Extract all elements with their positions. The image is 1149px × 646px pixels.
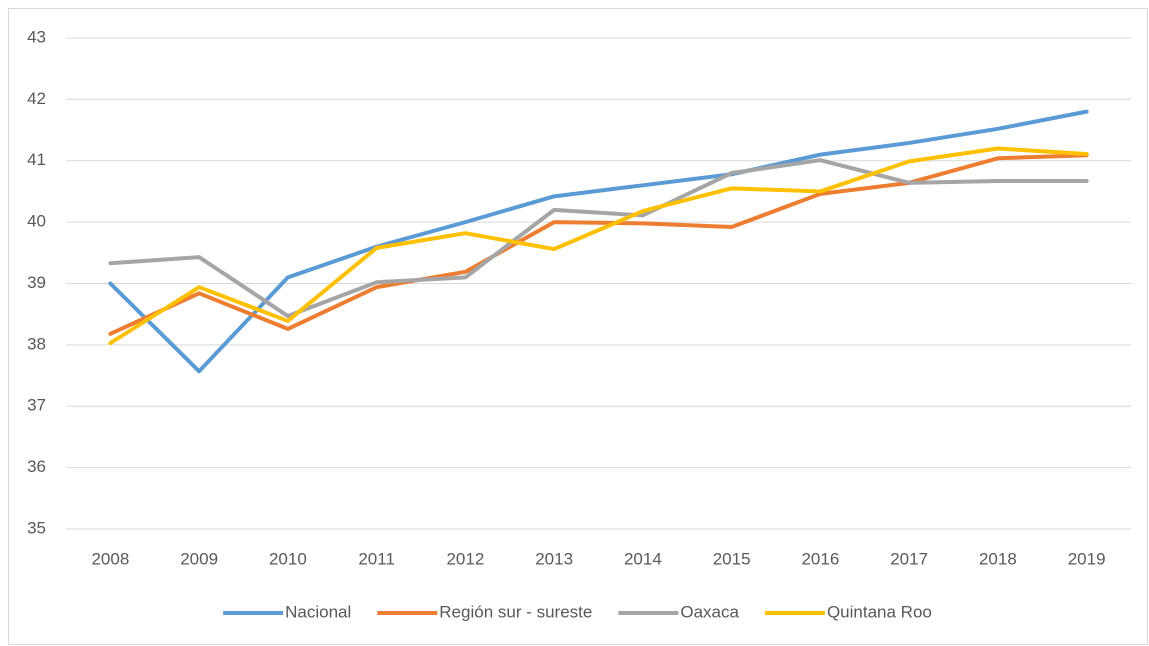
x-tick-label: 2014 [624,549,662,568]
x-tick-label: 2019 [1068,549,1106,568]
x-tick-label: 2013 [535,549,573,568]
legend-label: Quintana Roo [827,602,932,621]
y-tick-label: 36 [27,457,46,476]
y-tick-label: 40 [27,212,46,231]
series-line [108,153,1089,336]
x-tick-label: 2015 [713,549,751,568]
series-line [108,109,1089,374]
legend-label: Nacional [285,602,351,621]
y-tick-label: 42 [27,89,46,108]
x-tick-label: 2009 [180,549,218,568]
x-tick-label: 2011 [358,549,395,568]
x-tick-label: 2017 [890,549,928,568]
y-tick-label: 41 [27,150,46,169]
series-line [108,146,1089,346]
x-tick-label: 2008 [91,549,129,568]
x-tick-label: 2012 [446,549,484,568]
y-tick-label: 39 [27,273,46,292]
x-tick-label: 2010 [269,549,307,568]
series-line [108,158,1089,319]
legend-label: Oaxaca [680,602,739,621]
y-tick-label: 38 [27,334,46,353]
y-tick-label: 37 [27,396,46,415]
x-tick-label: 2016 [801,549,839,568]
x-tick-label: 2018 [979,549,1017,568]
legend-label: Región sur - sureste [439,602,592,621]
y-tick-label: 35 [27,518,46,537]
y-tick-label: 43 [27,27,46,46]
chart-frame [8,8,1148,645]
